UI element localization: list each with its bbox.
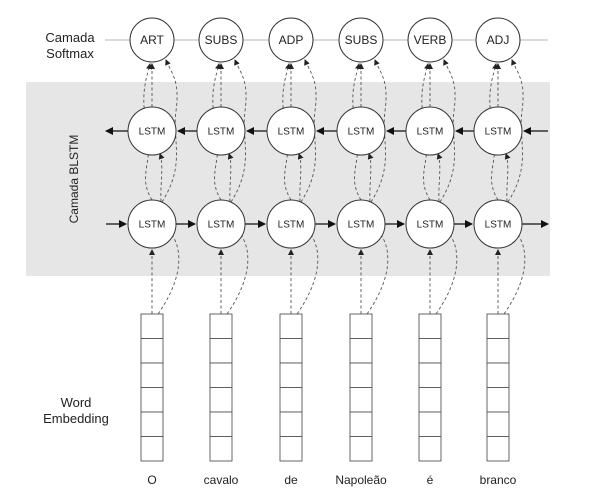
- softmax-node: [475, 17, 521, 63]
- embedding-cell: [486, 436, 510, 462]
- blstm-layer-label: Camada BLSTM: [67, 134, 81, 224]
- embedding-cell: [418, 436, 442, 462]
- embedding-cell: [279, 338, 303, 364]
- embedding-label-line1: Word: [60, 395, 92, 410]
- softmax-node: [129, 17, 175, 63]
- embedding-label-line2: Embedding: [43, 411, 109, 426]
- forward-lstm-label: LSTM: [417, 220, 444, 231]
- embedding-cell: [209, 387, 233, 413]
- embedding-cell: [209, 313, 233, 339]
- embedding-cell: [279, 313, 303, 339]
- word-label-2: cavalo: [204, 473, 239, 487]
- backward-lstm-node: [473, 106, 523, 156]
- forward-lstm-label: LSTM: [485, 220, 512, 231]
- embedding-cell: [279, 387, 303, 413]
- forward-lstm-node: [127, 199, 177, 249]
- embedding-cell: [209, 362, 233, 388]
- embedding-cell: [349, 338, 373, 364]
- embed-to-backward-link: [226, 153, 249, 315]
- embed-to-backward-link: [157, 153, 180, 315]
- forward-lstm-label: LSTM: [278, 220, 305, 231]
- softmax-tag-3: ADP: [279, 33, 304, 47]
- forward-lstm-label: LSTM: [348, 220, 375, 231]
- backward-lstm-node: [127, 106, 177, 156]
- embedding-cell: [140, 362, 164, 388]
- embedding-cell: [279, 436, 303, 462]
- forward-skip-link: [230, 59, 247, 203]
- embed-to-backward-link: [366, 153, 389, 315]
- word-label-3: de: [284, 473, 298, 487]
- softmax-node: [198, 17, 244, 63]
- embedding-cell: [486, 338, 510, 364]
- softmax-node: [407, 17, 453, 63]
- forward-skip-link: [300, 59, 317, 203]
- embedding-cell: [349, 411, 373, 437]
- forward-lstm-node: [336, 199, 386, 249]
- softmax-tag-1: ART: [140, 33, 164, 47]
- embedding-cell: [349, 313, 373, 339]
- embedding-layer-label: Word Embedding: [40, 395, 112, 427]
- forward-lstm-label: LSTM: [139, 220, 166, 231]
- backward-lstm-label: LSTM: [208, 127, 235, 138]
- forward-skip-link: [370, 59, 387, 203]
- embedding-cell: [279, 362, 303, 388]
- forward-skip-link: [161, 59, 178, 203]
- forward-lstm-node: [473, 199, 523, 249]
- word-label-5: é: [427, 473, 434, 487]
- backward-lstm-label: LSTM: [485, 127, 512, 138]
- embedding-cell: [349, 436, 373, 462]
- backward-lstm-label: LSTM: [139, 127, 166, 138]
- embedding-cell: [209, 411, 233, 437]
- embedding-cell: [140, 411, 164, 437]
- softmax-tag-6: ADJ: [487, 33, 510, 47]
- embedding-cell: [418, 362, 442, 388]
- backward-lstm-node: [266, 106, 316, 156]
- embedding-cell: [140, 313, 164, 339]
- backward-lstm-node: [405, 106, 455, 156]
- softmax-tag-2: SUBS: [205, 33, 238, 47]
- embedding-cell: [279, 411, 303, 437]
- backward-lstm-label: LSTM: [348, 127, 375, 138]
- embedding-cell: [418, 387, 442, 413]
- embedding-cell: [486, 387, 510, 413]
- embedding-cell: [140, 436, 164, 462]
- softmax-node: [268, 17, 314, 63]
- embedding-cell: [140, 387, 164, 413]
- forward-lstm-label: LSTM: [208, 220, 235, 231]
- embedding-cell: [209, 338, 233, 364]
- embedding-cell: [349, 362, 373, 388]
- softmax-tag-5: VERB: [414, 33, 447, 47]
- word-label-4: Napoleão: [335, 473, 387, 487]
- forward-skip-link: [507, 59, 524, 203]
- embedding-cell: [209, 436, 233, 462]
- backward-lstm-node: [196, 106, 246, 156]
- softmax-label-line1: Camada: [45, 30, 95, 45]
- forward-lstm-node: [196, 199, 246, 249]
- embedding-cell: [140, 338, 164, 364]
- embedding-cell: [418, 338, 442, 364]
- softmax-tag-4: SUBS: [345, 33, 378, 47]
- forward-lstm-node: [405, 199, 455, 249]
- embedding-cell: [486, 411, 510, 437]
- embedding-cell: [418, 313, 442, 339]
- embedding-cell: [349, 387, 373, 413]
- embedding-cell: [486, 362, 510, 388]
- softmax-layer-label: Camada Softmax: [34, 30, 106, 62]
- softmax-node: [338, 17, 384, 63]
- word-label-1: O: [147, 473, 156, 487]
- embed-to-backward-link: [296, 153, 319, 315]
- word-label-6: branco: [480, 473, 517, 487]
- embed-to-backward-link: [503, 153, 526, 315]
- embedding-cell: [486, 313, 510, 339]
- embed-to-backward-link: [435, 153, 458, 315]
- backward-lstm-node: [336, 106, 386, 156]
- backward-lstm-label: LSTM: [417, 127, 444, 138]
- forward-skip-link: [439, 59, 456, 203]
- softmax-label-line2: Softmax: [46, 46, 94, 61]
- backward-lstm-label: LSTM: [278, 127, 305, 138]
- forward-lstm-node: [266, 199, 316, 249]
- embedding-cell: [418, 411, 442, 437]
